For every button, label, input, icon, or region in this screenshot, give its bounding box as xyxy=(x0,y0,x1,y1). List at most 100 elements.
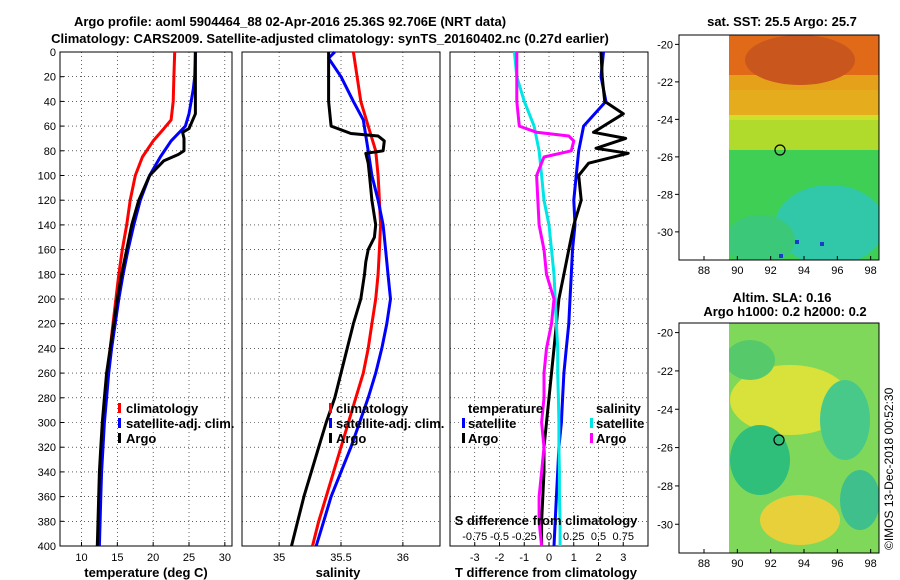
x-tick-label: 3 xyxy=(620,552,626,564)
y-tick-label: 280 xyxy=(38,393,56,405)
map-lat-label: -26 xyxy=(657,152,673,164)
y-tick-label: 20 xyxy=(44,72,56,84)
map-lat-label: -20 xyxy=(657,39,673,51)
x-tick-label: 36 xyxy=(397,552,409,564)
temperature-xlabel: temperature (deg C) xyxy=(84,565,208,580)
legend-label-climatology: climatology xyxy=(126,401,199,416)
map-lon-label: 98 xyxy=(865,265,877,277)
y-tick-label: 220 xyxy=(38,319,56,331)
y-tick-label: 340 xyxy=(38,467,56,479)
y-tick-label: 260 xyxy=(38,368,56,380)
map-lat-label: -28 xyxy=(657,481,673,493)
t-difference-xlabel: T difference from climatology xyxy=(455,565,638,580)
x-tick-label: -1 xyxy=(519,552,529,564)
y-tick-label: 360 xyxy=(38,492,56,504)
sla-map-subtitle: Argo h1000: 0.2 h2000: 0.2 xyxy=(703,304,866,319)
map-lon-label: 96 xyxy=(831,558,843,570)
s-difference-label: S difference from climatology xyxy=(455,513,639,528)
map-lon-label: 94 xyxy=(798,558,810,570)
map-lon-label: 88 xyxy=(698,265,710,277)
map-lat-label: -22 xyxy=(657,77,673,89)
y-tick-label: 120 xyxy=(38,195,56,207)
salinity-legend: climatology satellite-adj. clim. Argo xyxy=(329,401,444,446)
y-tick-label: 320 xyxy=(38,442,56,454)
y-tick-label: 180 xyxy=(38,269,56,281)
map-lon-label: 94 xyxy=(798,265,810,277)
map-lon-label: 90 xyxy=(731,265,743,277)
sla-map-panel: Altim. SLA: 0.16 Argo h1000: 0.2 h2000: … xyxy=(657,290,880,570)
series-argo xyxy=(95,52,197,547)
y-tick-label: 200 xyxy=(38,294,56,306)
sst-map-title: sat. SST: 25.5 Argo: 25.7 xyxy=(707,14,857,29)
legend-label-satellite: satellite-adj. clim. xyxy=(336,416,444,431)
y-tick-label: 160 xyxy=(38,245,56,257)
map-lat-label: -24 xyxy=(657,404,673,416)
x-tick-label: -2 xyxy=(495,552,505,564)
temperature-plot-frame xyxy=(59,51,233,547)
figure-subtitle: Climatology: CARS2009. Satellite-adjuste… xyxy=(51,31,609,46)
legend-label-climatology: climatology xyxy=(336,401,409,416)
figure-title: Argo profile: aoml 5904464_88 02-Apr-201… xyxy=(74,14,506,29)
x-tick-label: 0 xyxy=(546,552,552,564)
map-lon-label: 90 xyxy=(731,558,743,570)
sla-map-axes: 88 90 92 94 96 98 -20 -22 -24 -26 -28 -30 xyxy=(657,328,877,570)
salinity-panel: 35 35.5 36 salinity climatology satellite-… xyxy=(241,50,444,580)
x-tick-label: 35 xyxy=(273,552,285,564)
temperature-x-axis: 10 15 20 25 30 xyxy=(75,542,231,564)
sst-map-border xyxy=(678,34,880,261)
s-tick-label: 0.25 xyxy=(563,531,584,543)
x-tick-label: 2 xyxy=(595,552,601,564)
sst-map-axes: 88 90 92 94 96 98 -20 -22 -24 -26 -28 -30 xyxy=(657,39,877,277)
map-lat-label: -24 xyxy=(657,114,673,126)
map-lon-label: 88 xyxy=(698,558,710,570)
difference-panel: -3 -2 -1 0 1 2 3 -0.75 -0.5 -0.25 0 0.25 0.5 0.75 S … xyxy=(449,51,649,580)
sla-argo-marker xyxy=(773,434,785,446)
map-lat-label: -22 xyxy=(657,366,673,378)
s-tick-label: -0.75 xyxy=(462,531,487,543)
x-tick-label: 30 xyxy=(219,552,231,564)
legend-swatch-satellite xyxy=(329,418,332,428)
y-tick-label: 60 xyxy=(44,121,56,133)
y-tick-label: 40 xyxy=(44,96,56,108)
x-tick-label: 25 xyxy=(183,552,195,564)
map-lat-label: -30 xyxy=(657,227,673,239)
s-tick-label: 0.5 xyxy=(591,531,606,543)
s-tick-label: 0.75 xyxy=(613,531,634,543)
legend-swatch-satellite xyxy=(118,418,121,428)
t-difference-x-axis: -3 -2 -1 0 1 2 3 xyxy=(470,542,626,564)
salinity-gridlines xyxy=(242,51,440,547)
x-tick-label: 35.5 xyxy=(330,552,351,564)
depth-axis: 0 20 40 60 80 100 120 140 160 180 200 220 240 260 280 3… xyxy=(38,47,64,553)
map-lon-label: 98 xyxy=(865,558,877,570)
map-lon-label: 96 xyxy=(831,265,843,277)
legend-title-temperature: temperature xyxy=(468,401,543,416)
legend-swatch-climatology xyxy=(329,403,332,413)
map-lat-label: -20 xyxy=(657,328,673,340)
salinity-series xyxy=(290,50,392,547)
legend-label-argo: Argo xyxy=(126,431,156,446)
legend-title-salinity: salinity xyxy=(596,401,642,416)
legend-swatch-s-satellite xyxy=(590,418,593,428)
legend-label-s-satellite: satellite xyxy=(596,416,644,431)
sla-map-title: Altim. SLA: 0.16 xyxy=(733,290,832,305)
y-tick-label: 100 xyxy=(38,171,56,183)
map-lon-label: 92 xyxy=(765,558,777,570)
y-tick-label: 240 xyxy=(38,343,56,355)
difference-legend: temperature satellite Argo salinity sate… xyxy=(462,401,644,446)
salinity-x-axis: 35 35.5 36 xyxy=(273,542,409,564)
temperature-series xyxy=(95,51,197,547)
series-s-argo xyxy=(515,52,576,547)
sst-argo-marker xyxy=(774,144,786,156)
y-tick-label: 380 xyxy=(38,516,56,528)
legend-swatch-climatology xyxy=(118,403,121,413)
s-difference-axis: -0.75 -0.5 -0.25 0 0.25 0.5 0.75 xyxy=(462,531,634,543)
y-tick-label: 0 xyxy=(50,47,56,59)
legend-swatch-argo xyxy=(118,433,121,443)
legend-label-t-argo: Argo xyxy=(468,431,498,446)
x-tick-label: 10 xyxy=(75,552,87,564)
legend-label-s-argo: Argo xyxy=(596,431,626,446)
temperature-gridlines xyxy=(60,51,232,547)
y-tick-label: 300 xyxy=(38,418,56,430)
map-lat-label: -26 xyxy=(657,443,673,455)
